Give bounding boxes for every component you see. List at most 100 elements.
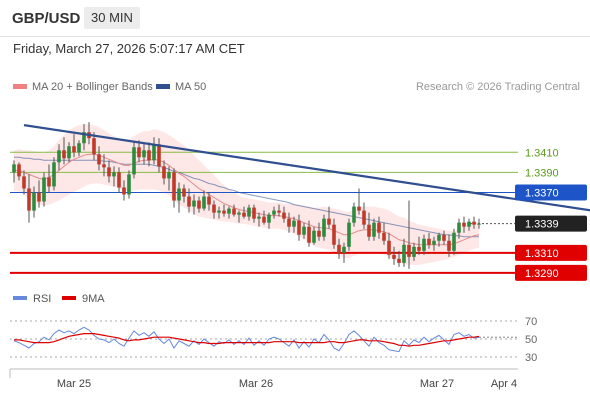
candle-body — [162, 166, 166, 179]
ma50-legend-swatch — [156, 84, 170, 89]
candle-body — [72, 146, 76, 153]
rsi-tick-30: 30 — [525, 352, 537, 364]
candle — [252, 204, 256, 223]
candle-body — [47, 177, 51, 187]
candle-body — [297, 220, 301, 235]
candle — [262, 210, 266, 225]
candle — [477, 218, 481, 229]
candle — [307, 220, 311, 247]
candle — [92, 132, 96, 161]
candle — [197, 196, 201, 213]
ma20-line — [14, 153, 480, 246]
candle — [357, 188, 361, 215]
ma20-legend-swatch — [13, 84, 27, 89]
candle — [282, 206, 286, 223]
candle — [417, 236, 421, 255]
level-label-1.3290: 1.3290 — [525, 268, 559, 280]
candle — [457, 218, 461, 239]
candle-body — [37, 192, 41, 202]
candle — [137, 140, 141, 163]
candle-body — [102, 164, 106, 168]
candle — [297, 214, 301, 241]
candle — [387, 232, 391, 259]
level-badge-1.3290 — [515, 264, 587, 281]
candle-body — [427, 238, 431, 245]
candle-body — [177, 188, 181, 201]
candle — [442, 230, 446, 245]
candle-body — [32, 192, 36, 211]
candle — [412, 242, 416, 261]
candle — [157, 138, 161, 173]
candle-body — [232, 208, 236, 215]
candle-body — [252, 207, 256, 219]
level-badge-1.3370 — [515, 184, 587, 201]
level-label-1.3339: 1.3339 — [525, 219, 559, 231]
candle-body — [202, 196, 206, 209]
candle-body — [472, 221, 476, 225]
candle-body — [257, 216, 261, 219]
candle — [57, 144, 61, 171]
candle-body — [247, 207, 251, 217]
candle-body — [117, 172, 121, 188]
candle-body — [462, 222, 466, 227]
rsi-legend-swatch — [13, 296, 27, 300]
candle-body — [187, 196, 191, 207]
candle-body — [212, 204, 216, 213]
candle-body — [312, 230, 316, 243]
candle-body — [127, 174, 131, 195]
candle — [242, 206, 246, 219]
timeframe-button[interactable]: 30 MIN — [84, 7, 140, 29]
candle — [117, 167, 121, 193]
candle-body — [412, 246, 416, 257]
candle — [22, 170, 26, 195]
level-label-1.3370: 1.3370 — [525, 188, 559, 200]
candle-body — [242, 212, 246, 217]
ma9-legend-label: 9MA — [82, 293, 105, 305]
candle-body — [217, 210, 221, 213]
candle-body — [292, 220, 296, 227]
candle-body — [282, 212, 286, 219]
candle — [302, 222, 306, 239]
candle — [182, 184, 186, 203]
candle — [112, 166, 116, 187]
ma50-legend-label: MA 50 — [175, 81, 206, 93]
candle — [467, 218, 471, 231]
candle-body — [382, 232, 386, 241]
candle-body — [447, 240, 451, 251]
candle — [392, 246, 396, 265]
candle — [472, 216, 476, 229]
chart-annotations — [23, 124, 590, 212]
candle — [337, 238, 341, 259]
candle-body — [172, 172, 176, 201]
chart-header: GBP/USD 30 MIN — [0, 0, 590, 37]
candle-body — [112, 172, 116, 177]
candle — [312, 226, 316, 245]
candle — [27, 174, 31, 223]
candle — [437, 232, 441, 247]
candle — [367, 212, 371, 241]
candle-body — [397, 258, 401, 263]
ma20-legend-label: MA 20 + Bollinger Bands — [32, 81, 153, 93]
candle-body — [262, 216, 266, 223]
candle — [167, 166, 171, 191]
candle-body — [62, 150, 66, 159]
candle-body — [457, 222, 461, 233]
candle — [347, 218, 351, 251]
rsi-9ma-line — [14, 333, 480, 347]
candle-body — [167, 172, 171, 179]
candle — [162, 160, 166, 185]
candle — [407, 200, 411, 269]
candle-body — [342, 246, 346, 253]
candle-body — [437, 234, 441, 241]
downtrend-line — [23, 124, 590, 212]
candle-body — [287, 218, 291, 227]
rsi-legend-label: RSI — [33, 293, 51, 305]
level-label-1.3310: 1.3310 — [525, 248, 559, 260]
level-label-1.3410: 1.3410 — [525, 147, 559, 159]
candle — [377, 216, 381, 239]
candle — [317, 222, 321, 241]
candle-body — [27, 188, 31, 211]
x-tick-label-mar-26: Mar 26 — [239, 378, 273, 390]
candle — [67, 142, 71, 163]
candle-body — [392, 254, 396, 259]
